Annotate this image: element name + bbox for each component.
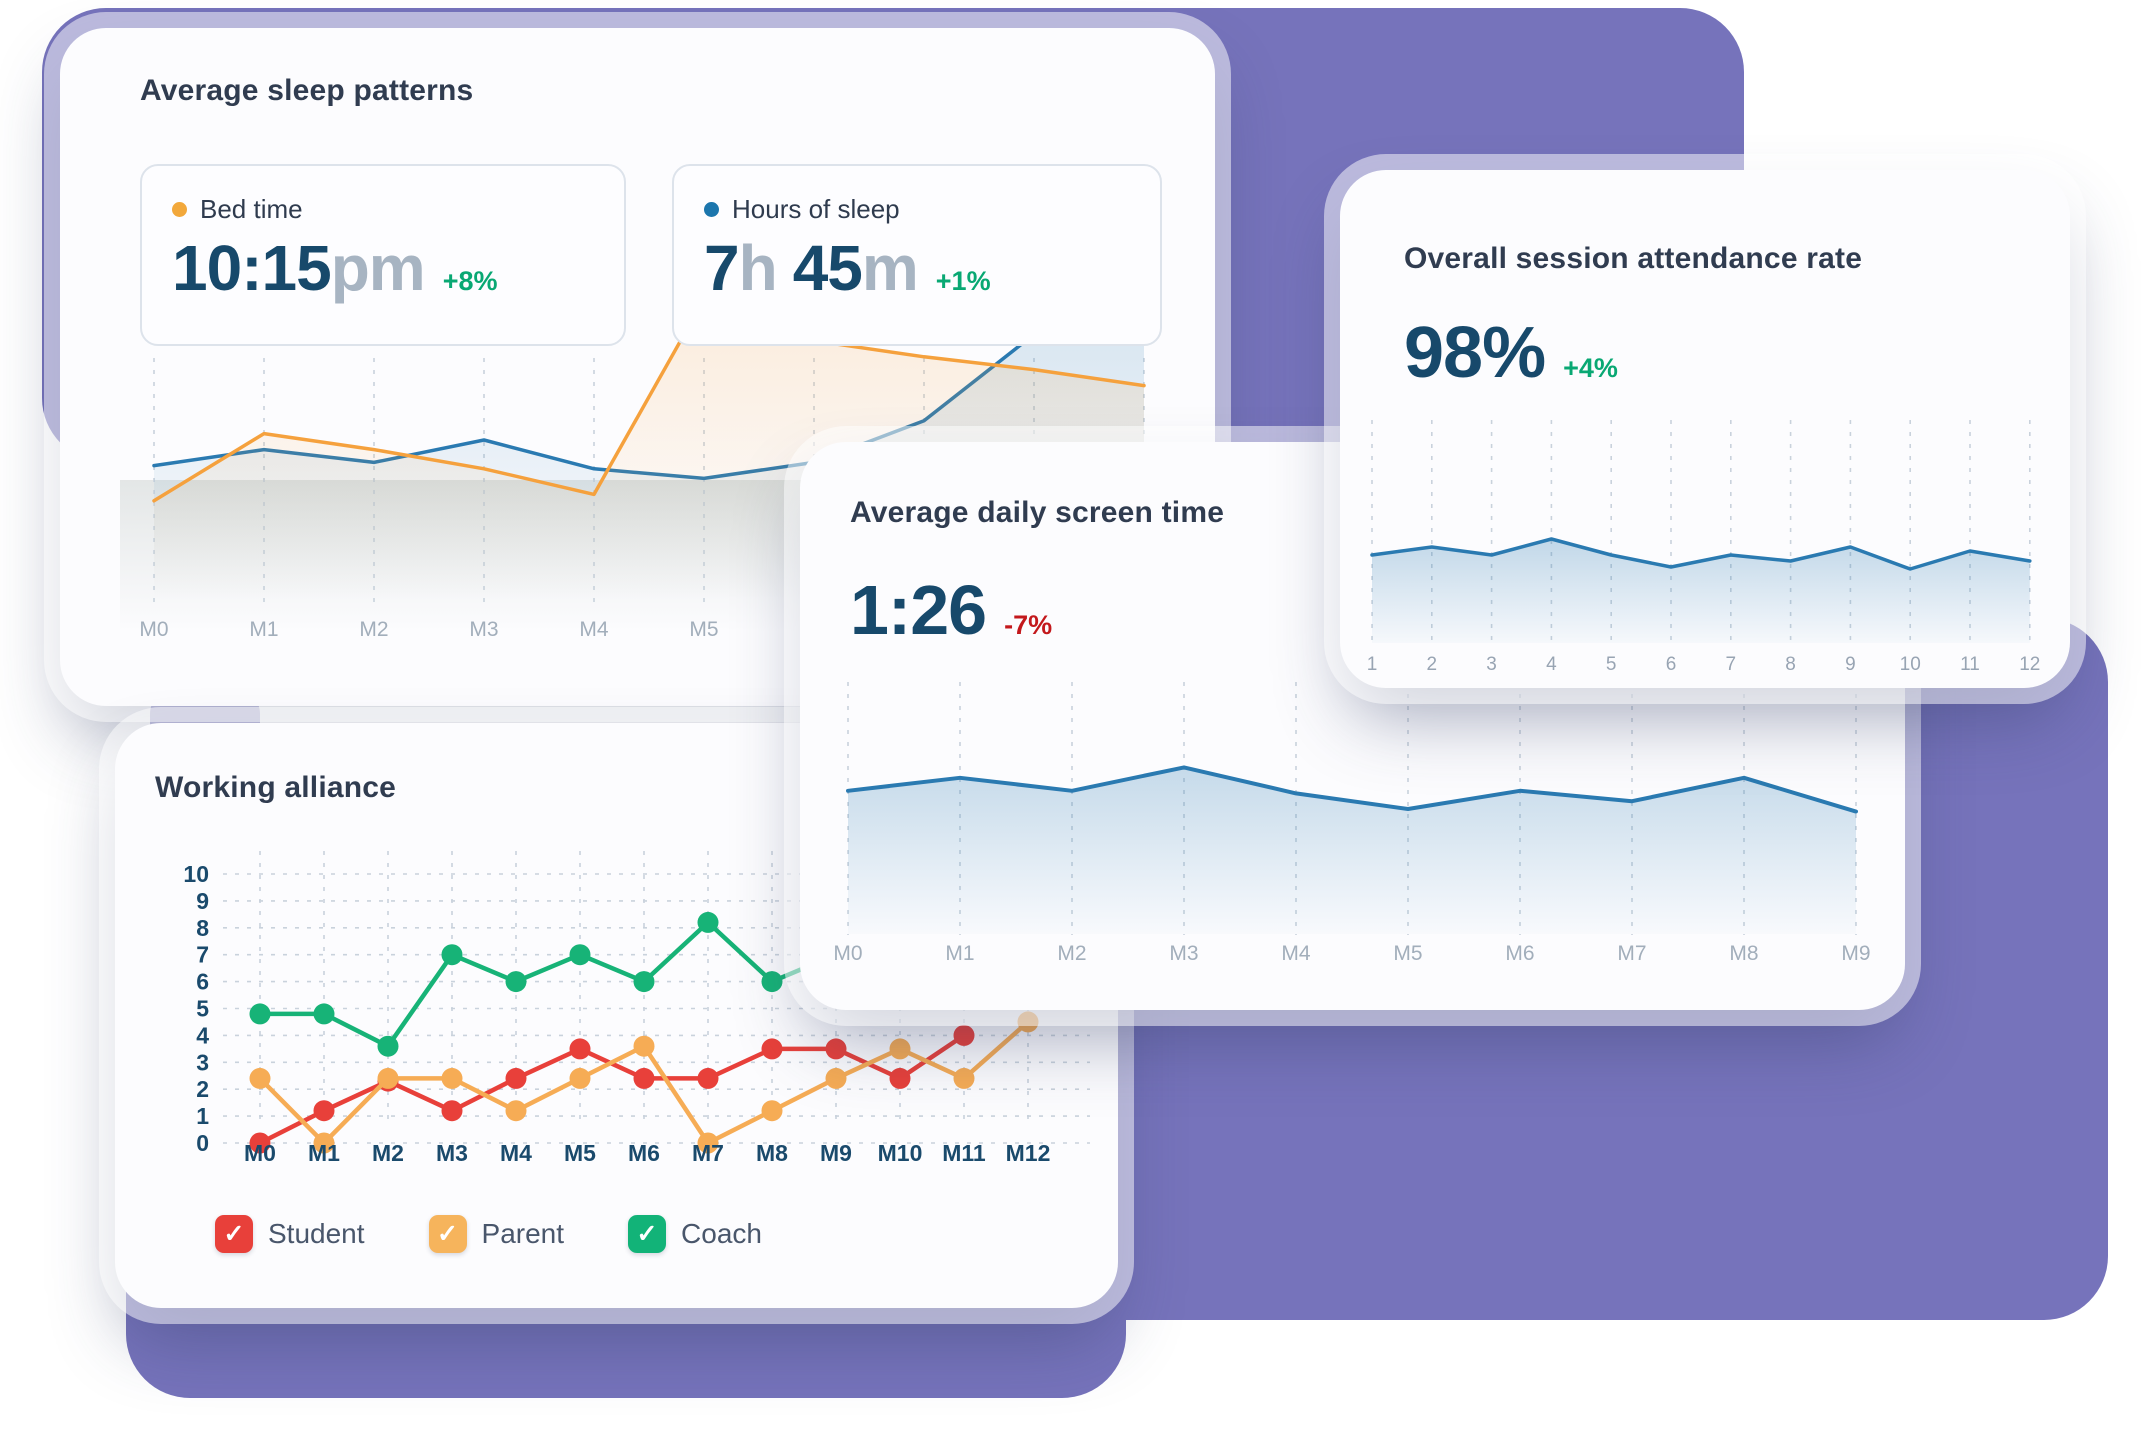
check-icon: ✓ <box>636 1220 658 1248</box>
screen-time-headline: 1:26 -7% <box>850 570 1052 650</box>
attendance-value: 98 <box>1404 313 1483 393</box>
svg-text:5: 5 <box>196 996 209 1022</box>
svg-text:6: 6 <box>1666 654 1677 675</box>
svg-text:M7: M7 <box>1617 942 1646 965</box>
legend-item-parent[interactable]: ✓ Parent <box>428 1215 565 1253</box>
svg-text:8: 8 <box>196 915 209 941</box>
svg-text:M8: M8 <box>756 1140 788 1166</box>
svg-text:M12: M12 <box>1006 1140 1051 1166</box>
parent-checkbox[interactable]: ✓ <box>428 1215 467 1253</box>
svg-text:M9: M9 <box>1841 942 1870 965</box>
legend-label-coach: Coach <box>681 1218 762 1249</box>
svg-text:1: 1 <box>1367 654 1378 675</box>
svg-text:M4: M4 <box>1281 942 1310 965</box>
svg-text:M4: M4 <box>579 618 608 641</box>
svg-text:9: 9 <box>196 888 209 914</box>
attendance-headline: 98% +4% <box>1404 312 1618 394</box>
legend-item-student[interactable]: ✓ Student <box>215 1215 365 1253</box>
svg-text:12: 12 <box>2019 654 2040 675</box>
bed-time-label-text: Bed time <box>200 194 303 224</box>
svg-text:7: 7 <box>196 942 209 968</box>
svg-text:M0: M0 <box>244 1140 276 1166</box>
svg-text:5: 5 <box>1606 654 1617 675</box>
check-icon: ✓ <box>223 1220 245 1248</box>
svg-text:6: 6 <box>196 969 209 995</box>
svg-text:3: 3 <box>1486 654 1497 675</box>
svg-text:2: 2 <box>1427 654 1438 675</box>
svg-text:M2: M2 <box>359 618 388 641</box>
hours-of-sleep-label-text: Hours of sleep <box>732 194 900 224</box>
svg-text:1: 1 <box>196 1103 209 1129</box>
check-icon: ✓ <box>437 1220 458 1248</box>
svg-text:2: 2 <box>196 1076 209 1102</box>
svg-text:M4: M4 <box>500 1140 532 1166</box>
svg-text:M0: M0 <box>833 942 862 965</box>
bed-time-value: 10:15 pm +8% <box>172 232 594 304</box>
svg-text:11: 11 <box>1960 654 1980 675</box>
hours-of-sleep-stat-chip: Hours of sleep 7 h 45 m +1% <box>672 164 1162 346</box>
card-title: Average sleep patterns <box>140 74 474 107</box>
minutes-value-number: 45 <box>792 232 863 304</box>
svg-text:M11: M11 <box>942 1140 986 1166</box>
svg-text:4: 4 <box>196 1022 209 1048</box>
svg-text:3: 3 <box>196 1049 209 1075</box>
svg-text:M1: M1 <box>249 618 278 641</box>
bed-time-value-unit: pm <box>330 232 426 304</box>
alliance-legend: ✓ Student ✓ Parent ✓ Coach <box>215 1215 762 1253</box>
hours-of-sleep-dot-icon <box>704 202 719 217</box>
hours-of-sleep-value: 7 h 45 m +1% <box>704 232 1130 304</box>
svg-text:M7: M7 <box>692 1140 724 1166</box>
legend-label-student: Student <box>268 1218 365 1249</box>
legend-item-coach[interactable]: ✓ Coach <box>628 1215 762 1253</box>
svg-text:8: 8 <box>1785 654 1796 675</box>
svg-text:7: 7 <box>1726 654 1737 675</box>
svg-text:0: 0 <box>196 1130 209 1156</box>
svg-text:10: 10 <box>183 861 209 887</box>
svg-text:M2: M2 <box>372 1140 404 1166</box>
svg-text:M5: M5 <box>564 1140 596 1166</box>
card-title: Working alliance <box>155 771 397 804</box>
svg-text:M5: M5 <box>689 618 718 641</box>
attendance-rate-card: 1 2 3 4 5 6 7 8 9 10 11 12 Overall session attendan… <box>1340 170 2070 688</box>
svg-text:M1: M1 <box>308 1140 340 1166</box>
screen-time-value: 1:26 <box>850 571 987 649</box>
svg-text:M3: M3 <box>469 618 498 641</box>
attendance-unit: % <box>1482 313 1546 393</box>
student-checkbox[interactable]: ✓ <box>215 1215 253 1253</box>
hours-value-unit: h <box>738 232 778 304</box>
bed-time-label: Bed time <box>172 194 594 225</box>
svg-text:M0: M0 <box>139 618 168 641</box>
bed-time-value-number: 10:15 <box>172 232 332 304</box>
svg-text:4: 4 <box>1546 654 1557 675</box>
card-title: Overall session attendance rate <box>1404 242 1863 275</box>
svg-text:M9: M9 <box>820 1140 852 1166</box>
screen-time-delta: -7% <box>1004 610 1053 640</box>
hours-of-sleep-label: Hours of sleep <box>704 194 1130 225</box>
svg-text:M3: M3 <box>436 1140 468 1166</box>
hours-of-sleep-delta: +1% <box>935 266 991 296</box>
svg-text:M1: M1 <box>945 942 974 965</box>
coach-checkbox[interactable]: ✓ <box>628 1215 667 1253</box>
svg-text:10: 10 <box>1900 654 1921 675</box>
hours-value-number: 7 <box>704 232 740 304</box>
attendance-delta: +4% <box>1563 353 1618 383</box>
minutes-value-unit: m <box>861 232 919 304</box>
svg-text:M5: M5 <box>1393 942 1422 965</box>
svg-text:M8: M8 <box>1729 942 1758 965</box>
bed-time-stat-chip: Bed time 10:15 pm +8% <box>140 164 626 346</box>
bed-time-dot-icon <box>172 202 187 217</box>
svg-text:M10: M10 <box>878 1140 923 1166</box>
svg-text:9: 9 <box>1845 654 1856 675</box>
svg-text:M6: M6 <box>628 1140 660 1166</box>
svg-text:M3: M3 <box>1169 942 1198 965</box>
svg-text:M6: M6 <box>1505 942 1534 965</box>
bed-time-delta: +8% <box>442 266 498 296</box>
card-title: Average daily screen time <box>850 496 1225 529</box>
svg-text:M2: M2 <box>1057 942 1086 965</box>
legend-label-parent: Parent <box>481 1218 565 1249</box>
